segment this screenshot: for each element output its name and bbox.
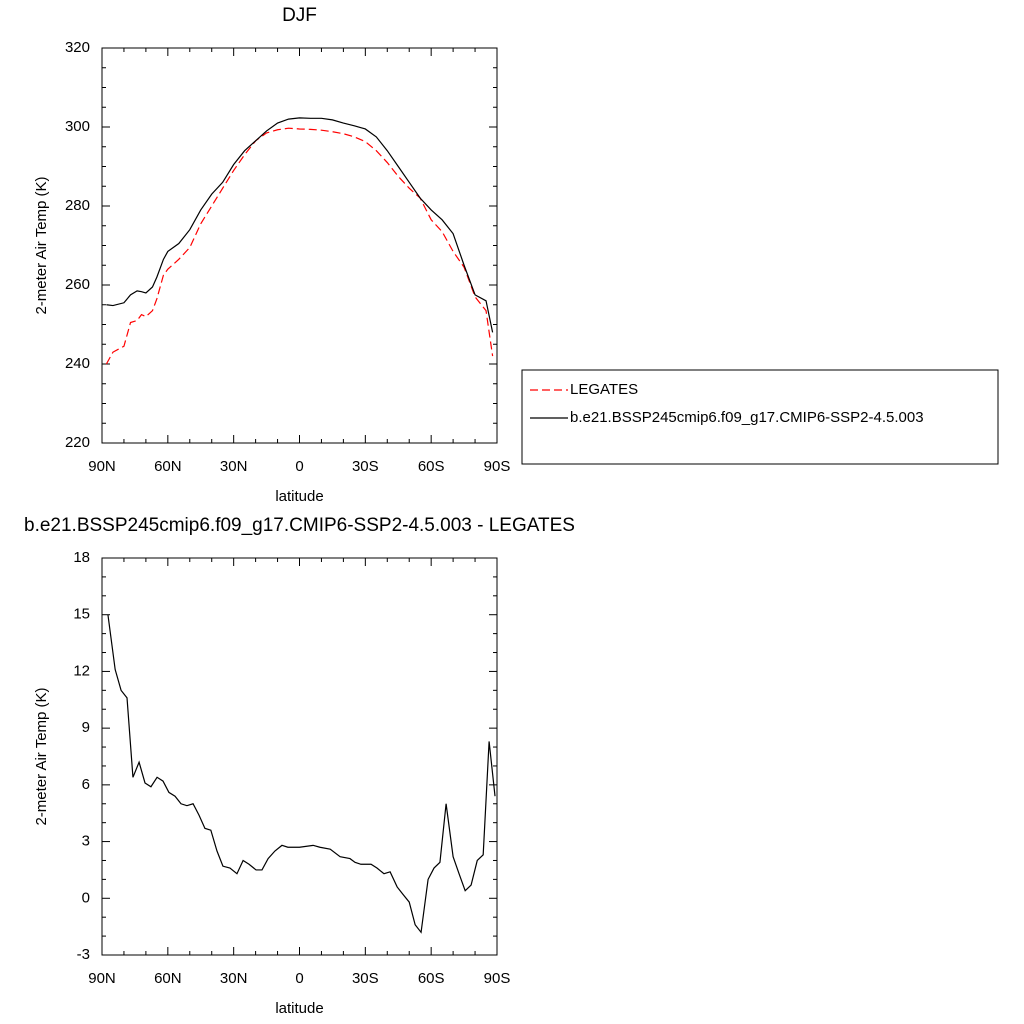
plot-frame [101, 557, 498, 956]
data-line [106, 117, 494, 333]
y-tick-label: 260 [65, 276, 90, 293]
x-axis-label: latitude [275, 488, 323, 505]
legend-label: LEGATES [570, 381, 638, 398]
x-tick-label: 90N [88, 970, 116, 987]
legend-label: b.e21.BSSP245cmip6.f09_g17.CMIP6-SSP2-4.… [570, 409, 924, 426]
y-tick-label: 240 [65, 355, 90, 372]
chart-title: b.e21.BSSP245cmip6.f09_g17.CMIP6-SSP2-4.… [24, 515, 575, 536]
x-tick-label: 0 [295, 458, 303, 475]
y-tick-label: 220 [65, 434, 90, 451]
x-tick-label: 30S [352, 970, 379, 987]
x-tick-label: 60N [154, 970, 182, 987]
x-tick-label: 60N [154, 458, 182, 475]
chart-title: DJF [282, 5, 317, 26]
y-tick-label: 12 [73, 662, 90, 679]
legend-box [521, 369, 999, 465]
x-tick-label: 30N [220, 970, 248, 987]
legend: LEGATES b.e21.BSSP245cmip6.f09_g17.CMIP6-… [521, 369, 999, 465]
y-tick-label: 6 [82, 776, 90, 793]
x-tick-label: 30N [220, 458, 248, 475]
plot-frame [101, 47, 498, 444]
y-axis-label: 2-meter Air Temp (K) [33, 176, 50, 314]
x-tick-label: 60S [418, 458, 445, 475]
y-tick-label: 320 [65, 39, 90, 56]
y-tick-label: 300 [65, 118, 90, 135]
y-tick-label: 15 [73, 606, 90, 623]
x-tick-label: 60S [418, 970, 445, 987]
y-tick-label: -3 [77, 946, 90, 963]
data-line [107, 614, 496, 934]
data-line [105, 127, 494, 365]
y-tick-label: 280 [65, 197, 90, 214]
y-tick-label: 18 [73, 549, 90, 566]
x-tick-label: 90N [88, 458, 116, 475]
y-axis-label: 2-meter Air Temp (K) [33, 687, 50, 825]
y-tick-label: 9 [82, 719, 90, 736]
x-tick-label: 30S [352, 458, 379, 475]
x-axis-label: latitude [275, 1000, 323, 1017]
y-tick-label: 0 [82, 889, 90, 906]
x-tick-label: 90S [484, 970, 511, 987]
y-tick-label: 3 [82, 833, 90, 850]
x-tick-label: 0 [295, 970, 303, 987]
x-tick-label: 90S [484, 458, 511, 475]
